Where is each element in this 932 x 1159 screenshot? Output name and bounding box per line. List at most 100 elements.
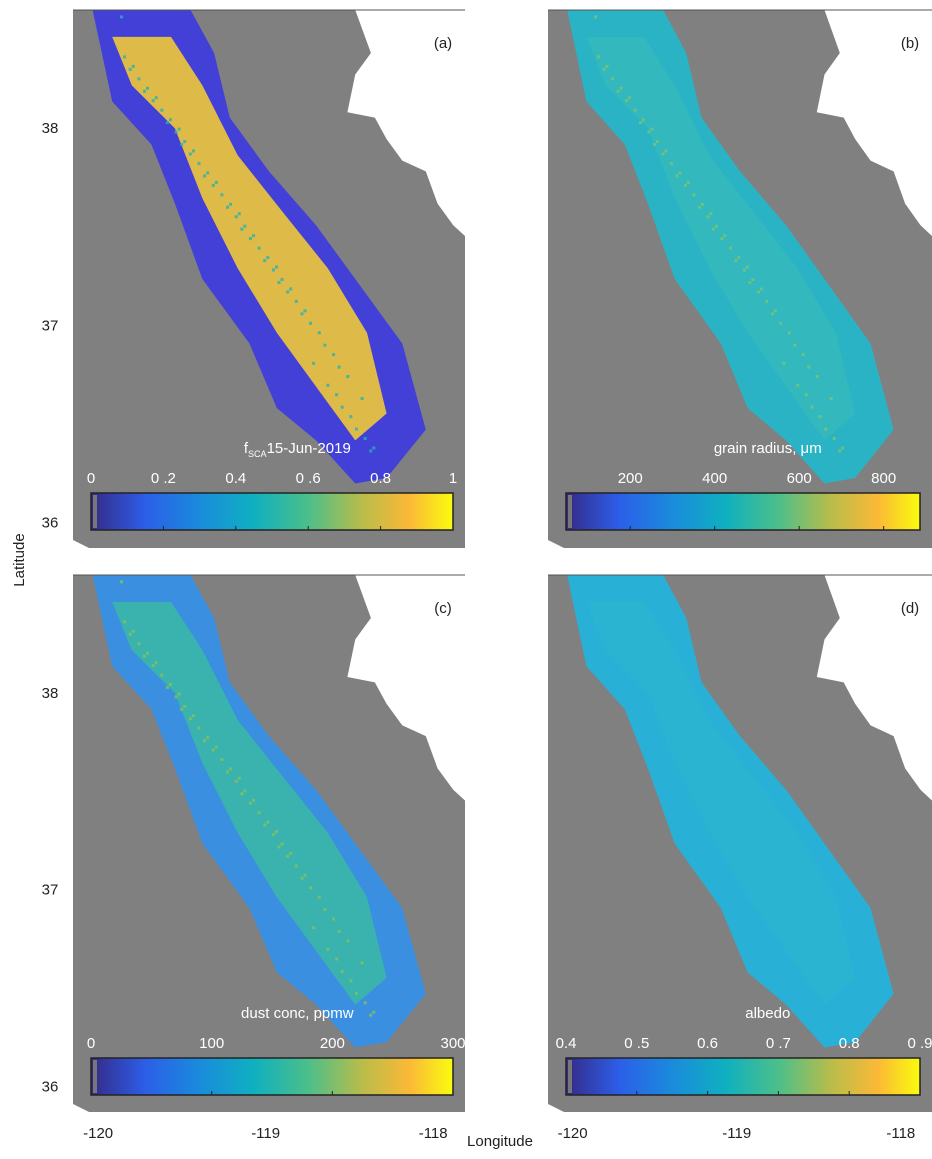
snow-speckle (655, 140, 659, 144)
snow-speckle (751, 842, 755, 846)
snow-speckle (289, 851, 293, 855)
snow-speckle (168, 682, 172, 686)
snow-speckle (686, 180, 690, 184)
snow-speckle (294, 299, 298, 303)
snow-speckle (211, 183, 215, 187)
colorbar-bar (565, 1057, 921, 1096)
snow-speckle (263, 259, 267, 263)
snow-speckle (594, 580, 598, 584)
snow-speckle (243, 789, 247, 793)
snow-speckle (137, 77, 141, 81)
snow-speckle (252, 798, 256, 802)
snow-speckle (711, 227, 715, 231)
snow-speckle (274, 265, 278, 269)
y-tick-label: 38 (42, 120, 59, 137)
snow-speckle (312, 361, 316, 365)
snow-speckle (745, 265, 749, 269)
colorbar-tick-label: 200 (618, 470, 643, 487)
snow-speckle (801, 353, 805, 357)
snow-speckle (346, 375, 350, 379)
snow-speckle (756, 854, 760, 858)
y-tick-label: 36 (42, 1078, 59, 1095)
colorbar-end (568, 1060, 572, 1093)
snow-speckle (266, 820, 270, 824)
snow-speckle (257, 811, 261, 815)
snow-speckle (237, 776, 241, 780)
snow-speckle (838, 449, 842, 453)
snow-speckle (742, 268, 746, 272)
snow-speckle (369, 449, 373, 453)
snow-speckle (619, 651, 623, 655)
snow-speckle (692, 193, 696, 197)
snow-speckle (602, 67, 606, 71)
outside-corner (548, 1104, 564, 1112)
snow-speckle (289, 287, 293, 291)
snow-speckle (160, 673, 164, 677)
snow-speckle (317, 895, 321, 899)
colorbar-end (93, 495, 97, 528)
colorbar-tick-label: 100 (199, 1035, 224, 1052)
outside-region (816, 575, 932, 801)
snow-speckle (137, 642, 141, 646)
snow-speckle (183, 704, 187, 708)
x-tick-label: -120 (83, 1125, 113, 1142)
snow-speckle (628, 96, 632, 100)
snow-speckle (123, 55, 127, 59)
snow-speckle (655, 704, 659, 708)
y-axis-label: Latitude (11, 533, 28, 586)
snow-speckle (203, 174, 207, 178)
snow-speckle (616, 654, 620, 658)
snow-speckle (335, 957, 339, 961)
snow-speckle (720, 237, 724, 241)
snow-speckle (263, 823, 267, 827)
snow-speckle (652, 143, 656, 147)
x-tick-label: -119 (722, 1125, 751, 1142)
snow-speckle (317, 331, 321, 335)
snow-speckle (120, 580, 124, 584)
snow-speckle (191, 149, 195, 153)
colorbar-tick-label: 1 (449, 470, 457, 487)
snow-speckle (793, 343, 797, 347)
snow-speckle (787, 331, 791, 335)
snow-speckle (197, 161, 201, 165)
colorbar-end (568, 495, 572, 528)
snow-speckle (683, 748, 687, 752)
panel-label: (c) (434, 600, 452, 617)
snow-speckle (226, 205, 230, 209)
colorbar-title-text: grain radius, μm (714, 440, 822, 457)
snow-speckle (240, 792, 244, 796)
snow-speckle (369, 1013, 373, 1017)
snow-speckle (815, 939, 819, 943)
snow-speckle (174, 130, 178, 134)
panel-label: (b) (901, 35, 919, 52)
colorbar: 0.4 0 .5 0.6 0 .7 0.8 0 .9 albedo (556, 1005, 932, 1096)
x-tick-label: -118 (886, 1125, 915, 1142)
snow-speckle (168, 118, 172, 122)
snow-speckle (838, 1013, 842, 1017)
colorbar-title-text: dust conc, ppmw (241, 1005, 354, 1022)
snow-speckle (737, 820, 741, 824)
snow-speckle (765, 864, 769, 868)
snow-speckle (271, 833, 275, 837)
snow-speckle (779, 886, 783, 890)
outside-region (347, 575, 465, 801)
snow-speckle (177, 127, 181, 131)
colorbar-tick-label: 0 .2 (151, 470, 176, 487)
snow-speckle (188, 152, 192, 156)
snow-speckle (165, 685, 169, 689)
snow-speckle (669, 161, 673, 165)
snow-speckle (277, 845, 281, 849)
snow-speckle (625, 664, 629, 668)
snow-speckle (642, 682, 646, 686)
snow-speckle (234, 215, 238, 219)
x-tick-label: -120 (558, 1125, 588, 1142)
colorbar-tick-label: 0 .5 (624, 1035, 649, 1052)
snow-speckle (723, 798, 727, 802)
colorbar-tick-label: 0.4 (556, 1035, 577, 1052)
snow-speckle (773, 873, 777, 877)
snow-speckle (131, 629, 135, 633)
snow-speckle (818, 979, 822, 983)
snow-speckle (605, 629, 609, 633)
snow-speckle (796, 383, 800, 387)
